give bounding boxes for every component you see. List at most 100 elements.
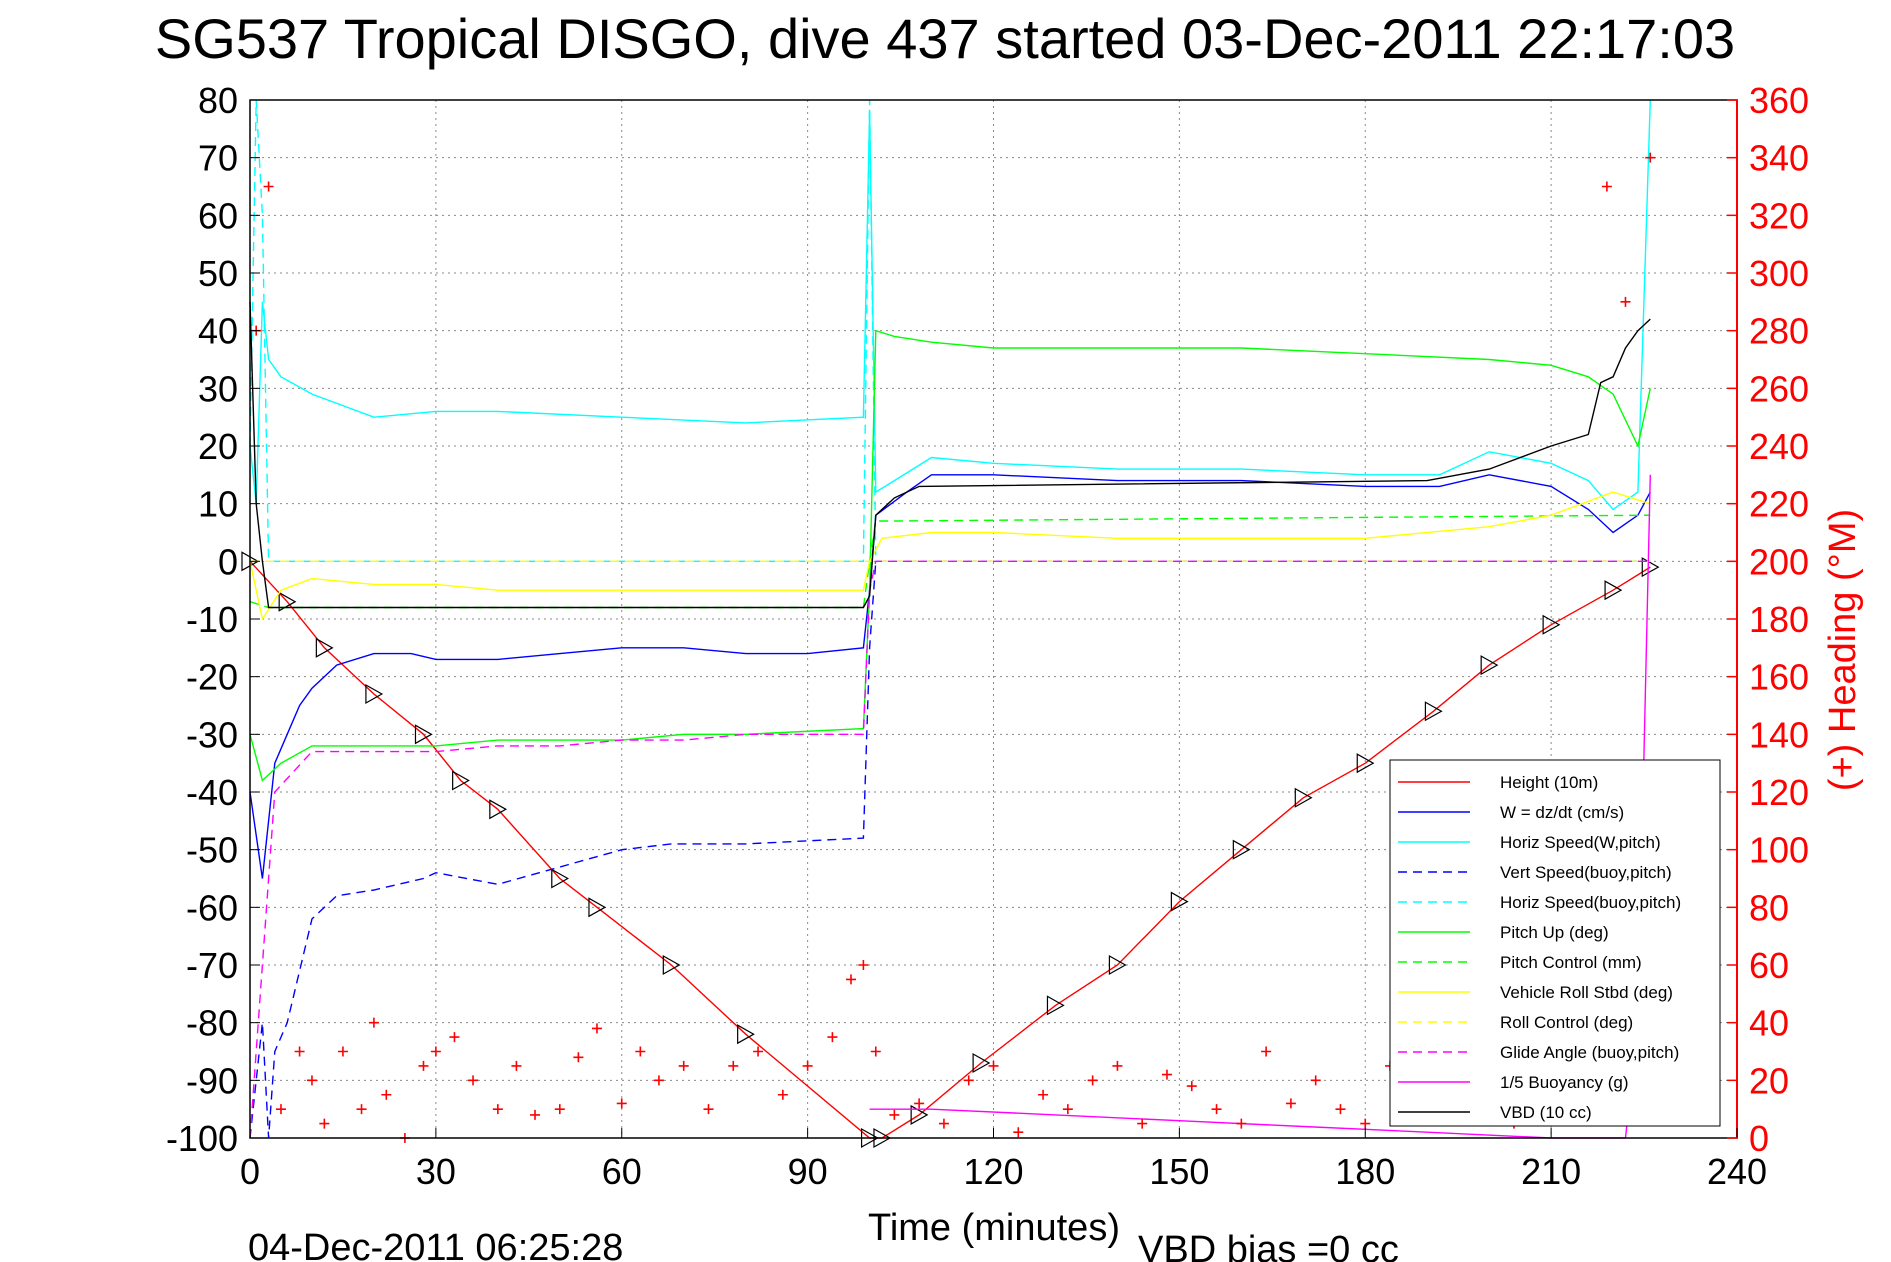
- y-tick-label: 60: [198, 195, 238, 236]
- legend-entry: Vehicle Roll Stbd (deg): [1500, 983, 1673, 1002]
- height-point-marker: [452, 770, 470, 791]
- y-right-tick-label: 140: [1749, 714, 1809, 755]
- x-tick-label: 90: [788, 1151, 828, 1192]
- series-line-1: [249, 474, 1651, 879]
- y-axis-right: 3603403203002802602402202001801601401201…: [1727, 80, 1809, 1159]
- heading-point: [616, 1098, 627, 1109]
- y-right-tick-label: 180: [1749, 599, 1809, 640]
- y-right-tick-label: 340: [1749, 138, 1809, 179]
- heading-point: [492, 1104, 503, 1115]
- y-axis-left: 80 70 60 50 40 30 20 10 0 -10 -20 -30 -40 -50 -60 -70 -8…: [166, 80, 260, 1159]
- height-point-marker: [1046, 995, 1065, 1016]
- height-point-marker: [662, 954, 681, 976]
- heading-point: [827, 1032, 838, 1043]
- height-point-marker: [1641, 557, 1660, 578]
- heading-point: [802, 1060, 813, 1071]
- y-right-tick-label: 120: [1749, 772, 1809, 813]
- heading-point: [653, 1075, 664, 1086]
- height-point-marker: [1604, 580, 1623, 601]
- y-right-tick-label: 220: [1749, 484, 1809, 525]
- heading-point: [554, 1104, 565, 1115]
- heading-point: [356, 1104, 367, 1115]
- legend-entry: Height (10m): [1500, 773, 1598, 792]
- y-right-tick-label: 320: [1749, 195, 1809, 236]
- height-point-marker: [1542, 614, 1561, 635]
- y-tick-label: -50: [186, 830, 238, 871]
- y-right-tick-label: 40: [1749, 1003, 1789, 1044]
- height-point-marker: [414, 724, 433, 745]
- heading-point: [938, 1118, 949, 1129]
- heading-point: [418, 1060, 429, 1071]
- x-tick-label: 180: [1335, 1151, 1395, 1192]
- heading-point: [678, 1060, 689, 1071]
- vbd-bias-note: VBD bias =0 cc: [1138, 1229, 1399, 1262]
- heading-point: [963, 1075, 974, 1086]
- y-tick-label: -40: [186, 772, 238, 813]
- heading-point: [1601, 181, 1612, 192]
- heading-point: [1038, 1089, 1049, 1100]
- heading-point: [1285, 1098, 1296, 1109]
- grid: [250, 100, 1737, 1138]
- heading-point: [889, 1109, 900, 1120]
- legend-entry: Vert Speed(buoy,pitch): [1500, 863, 1672, 882]
- y-tick-label: 70: [198, 138, 238, 179]
- x-tick-label: 60: [602, 1151, 642, 1192]
- legend-entry: Pitch Control (mm): [1500, 953, 1642, 972]
- heading-point: [381, 1089, 392, 1100]
- height-point-marker: [972, 1053, 991, 1074]
- heading-point: [1186, 1081, 1197, 1092]
- heading-point: [591, 1023, 602, 1034]
- y-tick-label: -60: [186, 887, 238, 928]
- heading-point: [703, 1104, 714, 1115]
- series-line-3: [249, 560, 1651, 1139]
- end-timestamp: 04-Dec-2011 06:25:28: [248, 1227, 623, 1262]
- y-tick-label: 50: [198, 253, 238, 294]
- height-point-marker: [910, 1104, 929, 1125]
- heading-point: [1087, 1075, 1098, 1086]
- y-right-tick-label: 240: [1749, 426, 1809, 467]
- series-line-11: [249, 301, 1651, 609]
- heading-point: [635, 1046, 646, 1057]
- heading-point: [1360, 1118, 1371, 1129]
- heading-point: [1112, 1060, 1123, 1071]
- y-tick-label: -80: [186, 1003, 238, 1044]
- y-right-tick-label: 60: [1749, 945, 1789, 986]
- heading-point: [753, 1046, 764, 1057]
- height-point-marker: [278, 591, 297, 612]
- height-point-marker: [1424, 701, 1443, 722]
- y-tick-label: 40: [198, 311, 238, 352]
- heading-point: [1013, 1127, 1024, 1138]
- y-right-tick-label: 360: [1749, 80, 1809, 121]
- height-point-marker: [315, 637, 334, 658]
- heading-point: [777, 1089, 788, 1100]
- y-tick-label: -70: [186, 945, 238, 986]
- height-point-marker: [1294, 787, 1313, 808]
- chart-title: SG537 Tropical DISGO, dive 437 started 0…: [155, 7, 1735, 70]
- height-point-marker: [1480, 655, 1499, 676]
- heading-point: [1062, 1104, 1073, 1115]
- height-point-marker: [1170, 891, 1189, 912]
- legend: Height (10m) W = dz/dt (cm/s) Horiz Speed(…: [1389, 759, 1721, 1127]
- x-tick-label: 210: [1521, 1151, 1581, 1192]
- legend-box: [1389, 759, 1721, 1127]
- x-tick-label: 150: [1149, 1151, 1209, 1192]
- y-right-tick-label: 80: [1749, 887, 1789, 928]
- y-tick-label: 0: [218, 541, 238, 582]
- legend-entry: 1/5 Buoyancy (g): [1500, 1073, 1629, 1092]
- y-tick-label: -20: [186, 657, 238, 698]
- heading-point: [1261, 1046, 1272, 1057]
- heading-point: [1211, 1104, 1222, 1115]
- heading-point: [337, 1046, 348, 1057]
- y-right-tick-label: 200: [1749, 541, 1809, 582]
- heading-point: [263, 181, 274, 192]
- legend-entry: W = dz/dt (cm/s): [1500, 803, 1624, 822]
- legend-entry: Glide Angle (buoy,pitch): [1500, 1043, 1679, 1062]
- y-tick-label: -90: [186, 1060, 238, 1101]
- y-right-tick-label: 20: [1749, 1060, 1789, 1101]
- heading-point: [728, 1060, 739, 1071]
- heading-point: [468, 1075, 479, 1086]
- x-axis-label: Time (minutes): [868, 1207, 1120, 1249]
- y-tick-label: 80: [198, 80, 238, 121]
